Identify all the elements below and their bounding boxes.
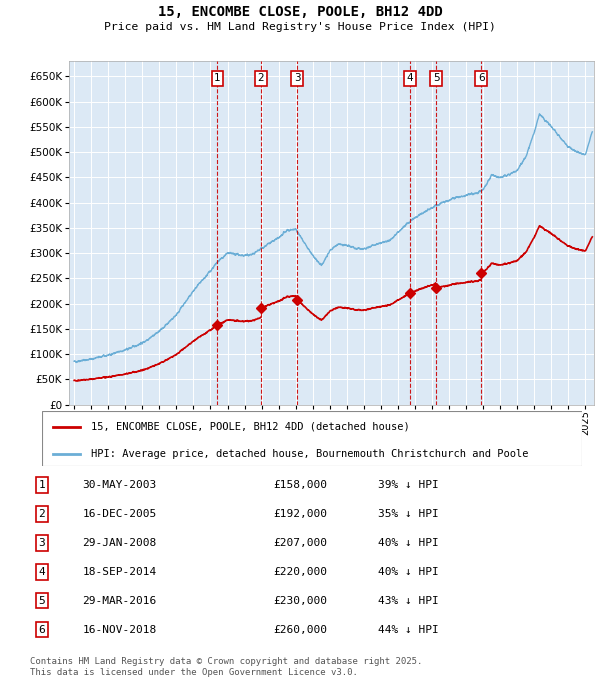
Text: £207,000: £207,000	[273, 538, 327, 548]
Text: 35% ↓ HPI: 35% ↓ HPI	[378, 509, 439, 519]
Text: Contains HM Land Registry data © Crown copyright and database right 2025.
This d: Contains HM Land Registry data © Crown c…	[30, 657, 422, 677]
Text: 1: 1	[38, 480, 45, 490]
Text: 4: 4	[407, 73, 413, 83]
Text: 15, ENCOMBE CLOSE, POOLE, BH12 4DD (detached house): 15, ENCOMBE CLOSE, POOLE, BH12 4DD (deta…	[91, 422, 409, 432]
Text: £220,000: £220,000	[273, 567, 327, 577]
Text: HPI: Average price, detached house, Bournemouth Christchurch and Poole: HPI: Average price, detached house, Bour…	[91, 449, 528, 459]
Text: 5: 5	[433, 73, 440, 83]
Text: 3: 3	[38, 538, 45, 548]
FancyBboxPatch shape	[42, 411, 582, 466]
Text: £158,000: £158,000	[273, 480, 327, 490]
Text: 6: 6	[38, 625, 45, 634]
Bar	[217, 61, 481, 405]
Text: 3: 3	[294, 73, 301, 83]
Text: Price paid vs. HM Land Registry's House Price Index (HPI): Price paid vs. HM Land Registry's House …	[104, 22, 496, 32]
Text: £192,000: £192,000	[273, 509, 327, 519]
Text: 39% ↓ HPI: 39% ↓ HPI	[378, 480, 439, 490]
Text: 2: 2	[257, 73, 264, 83]
Text: 16-DEC-2005: 16-DEC-2005	[82, 509, 157, 519]
Text: 18-SEP-2014: 18-SEP-2014	[82, 567, 157, 577]
Text: 44% ↓ HPI: 44% ↓ HPI	[378, 625, 439, 634]
Text: £230,000: £230,000	[273, 596, 327, 606]
Text: 40% ↓ HPI: 40% ↓ HPI	[378, 538, 439, 548]
Text: 5: 5	[38, 596, 45, 606]
Text: 6: 6	[478, 73, 484, 83]
Text: 30-MAY-2003: 30-MAY-2003	[82, 480, 157, 490]
Text: 43% ↓ HPI: 43% ↓ HPI	[378, 596, 439, 606]
Text: 4: 4	[38, 567, 45, 577]
Text: 16-NOV-2018: 16-NOV-2018	[82, 625, 157, 634]
Text: 40% ↓ HPI: 40% ↓ HPI	[378, 567, 439, 577]
Text: 15, ENCOMBE CLOSE, POOLE, BH12 4DD: 15, ENCOMBE CLOSE, POOLE, BH12 4DD	[158, 5, 442, 20]
Text: 29-JAN-2008: 29-JAN-2008	[82, 538, 157, 548]
Text: 2: 2	[38, 509, 45, 519]
Text: £260,000: £260,000	[273, 625, 327, 634]
Text: 1: 1	[214, 73, 221, 83]
Text: 29-MAR-2016: 29-MAR-2016	[82, 596, 157, 606]
